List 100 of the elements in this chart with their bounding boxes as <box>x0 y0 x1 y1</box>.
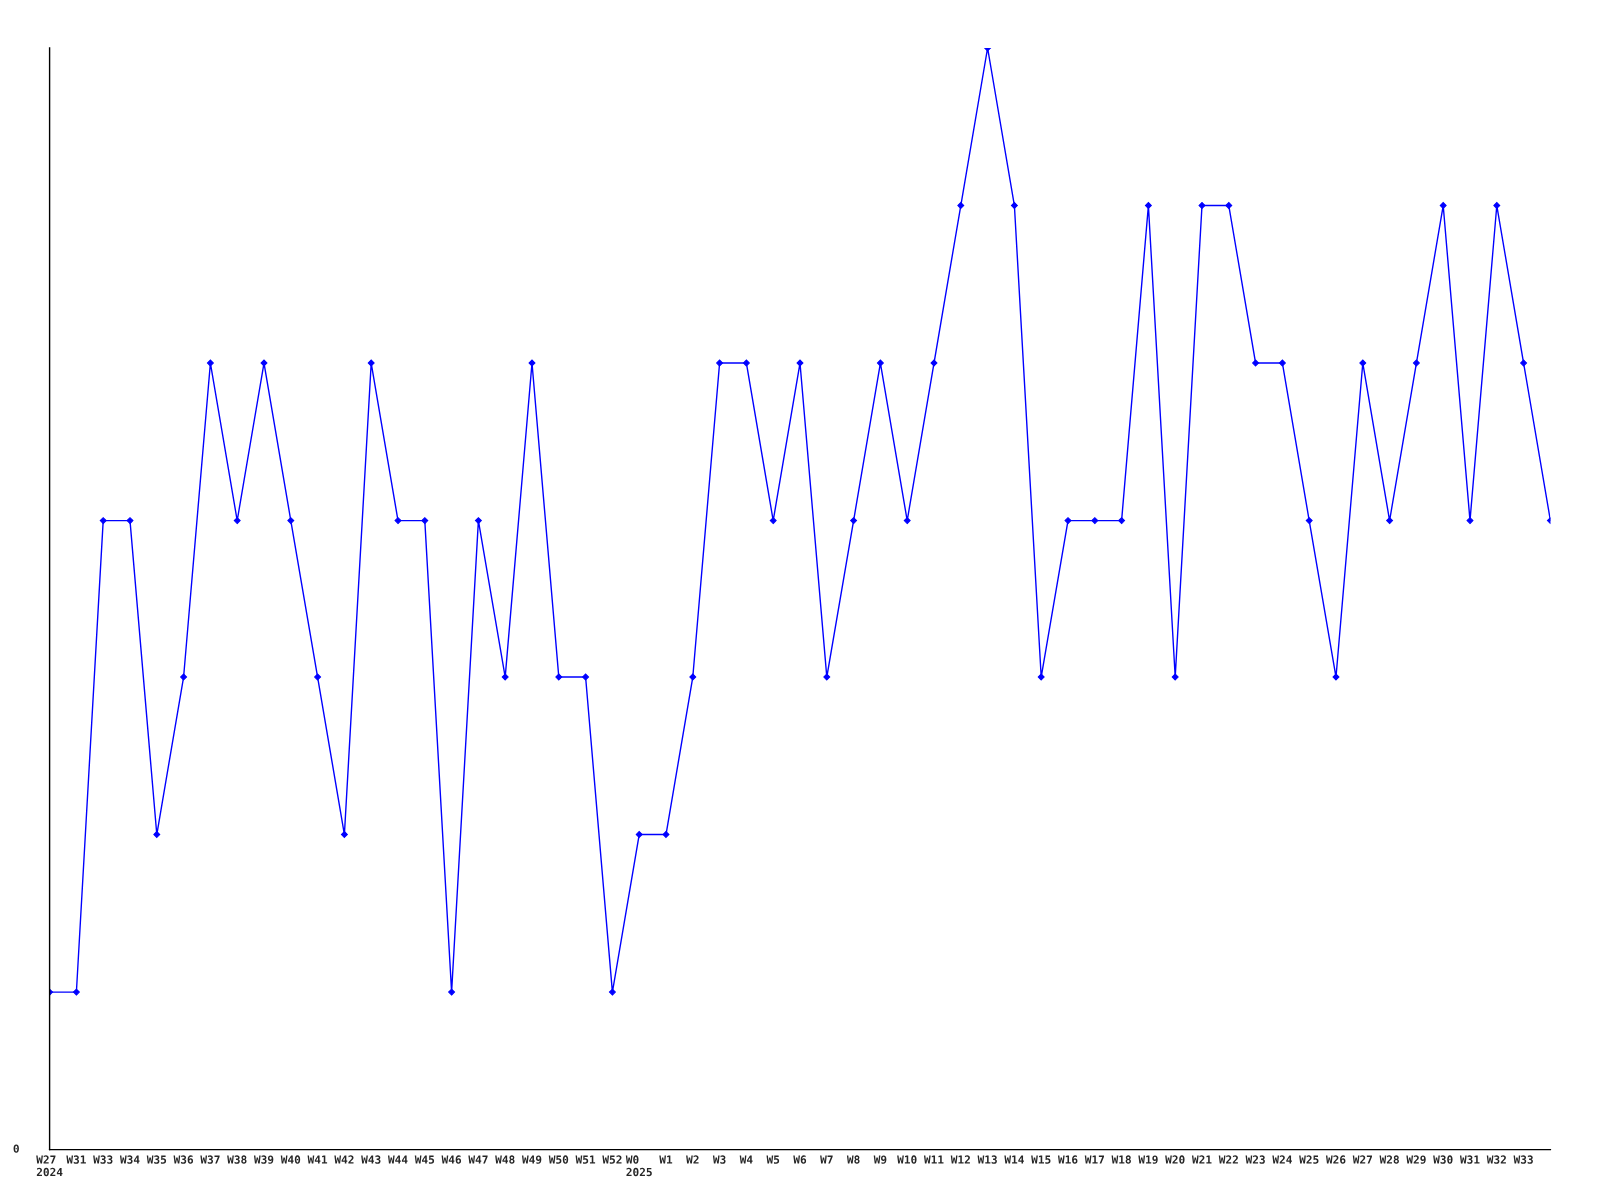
point <box>72 988 80 996</box>
x-tick-label: W0 2025 <box>625 1155 652 1177</box>
point <box>421 517 429 525</box>
point <box>1466 517 1474 525</box>
x-tick-label: W18 <box>1111 1155 1131 1164</box>
x-tick-label: W26 <box>1325 1155 1346 1164</box>
point <box>1198 202 1206 209</box>
x-tick-label: W40 <box>280 1155 301 1164</box>
point <box>367 359 375 367</box>
x-tick-label: W50 <box>548 1155 569 1164</box>
point <box>1305 517 1313 525</box>
point <box>1386 517 1394 525</box>
point <box>689 673 697 681</box>
x-tick-label: W32 <box>1486 1155 1506 1164</box>
x-tick-label: W36 <box>173 1155 194 1164</box>
x-tick-label: W8 <box>846 1155 860 1164</box>
point <box>1252 359 1260 367</box>
point <box>153 831 161 839</box>
point <box>876 359 884 367</box>
point <box>1171 673 1179 681</box>
point <box>850 517 858 525</box>
x-tick-label: W46 <box>441 1155 462 1164</box>
x-tick-label: W21 <box>1191 1155 1212 1164</box>
x-tick-label: W2 <box>686 1155 699 1164</box>
point <box>716 359 724 367</box>
x-tick-label: W16 <box>1057 1155 1078 1164</box>
point <box>1493 202 1501 209</box>
x-tick-label: W27 <box>1352 1155 1372 1164</box>
x-tick-label: W49 <box>521 1155 542 1164</box>
point <box>233 517 241 525</box>
x-tick-label: W30 <box>1433 1155 1453 1164</box>
point <box>99 517 107 525</box>
x-tick-label: W51 <box>575 1155 596 1164</box>
point <box>260 359 268 367</box>
text: 0 <box>13 1144 19 1153</box>
point <box>501 673 509 681</box>
x-tick-label: W1 <box>659 1155 673 1164</box>
x-tick-label: W15 <box>1031 1155 1051 1164</box>
x-tick-label: W14 <box>1004 1155 1024 1164</box>
x-tick-label: W45 <box>414 1155 435 1164</box>
point <box>1225 202 1233 209</box>
x-tick-label: W4 <box>739 1155 753 1164</box>
x-tick-label: W5 <box>766 1155 780 1164</box>
point <box>528 359 536 367</box>
x-tick-label: W37 <box>200 1155 220 1164</box>
x-tick-label: W24 <box>1272 1155 1292 1164</box>
x-tick-label: W7 <box>820 1155 833 1164</box>
x-tick-label: W29 <box>1406 1155 1426 1164</box>
point <box>903 517 911 525</box>
point <box>1091 517 1099 525</box>
point <box>1520 359 1528 367</box>
point <box>930 359 938 367</box>
x-tick-label: W48 <box>495 1155 515 1164</box>
x-tick-label: W27 2024 <box>36 1155 63 1177</box>
point <box>1144 202 1152 209</box>
x-tick-label: W52 <box>602 1155 622 1164</box>
point <box>448 988 456 996</box>
point <box>957 202 965 209</box>
point <box>635 831 643 839</box>
x-tick-label: W31 <box>1459 1155 1480 1164</box>
point <box>394 517 402 525</box>
x-tick-label: W47 <box>468 1155 488 1164</box>
x-tick-label: W3 <box>712 1155 726 1164</box>
point <box>340 831 348 839</box>
x-tick-label: W39 <box>253 1155 274 1164</box>
point <box>474 517 482 525</box>
point <box>1118 517 1126 525</box>
point <box>206 359 214 367</box>
point <box>555 673 563 681</box>
point <box>1439 202 1447 209</box>
point <box>1010 202 1018 209</box>
point <box>608 988 616 996</box>
x-tick-label: W11 <box>923 1155 944 1164</box>
point <box>287 517 295 525</box>
point <box>314 673 322 681</box>
x-tick-label: W41 <box>307 1155 328 1164</box>
x-tick-label: W33 <box>93 1155 113 1164</box>
point <box>1332 673 1340 681</box>
x-tick-label: W12 <box>950 1155 970 1164</box>
point <box>662 831 670 839</box>
x-tick-label: W33 <box>1513 1155 1533 1164</box>
point <box>742 359 750 367</box>
point <box>126 517 134 525</box>
point <box>769 517 777 525</box>
x-tick-label: W25 <box>1299 1155 1319 1164</box>
point <box>823 673 831 681</box>
x-tick-label: W31 <box>66 1155 86 1164</box>
point <box>1064 517 1072 525</box>
x-tick-label: W28 <box>1379 1155 1399 1164</box>
point <box>796 359 804 367</box>
x-tick-label: W10 <box>897 1155 917 1164</box>
x-tick-label: W19 <box>1138 1155 1158 1164</box>
x-tick-label: W20 <box>1165 1155 1185 1164</box>
x-tick-label: W43 <box>361 1155 381 1164</box>
x-tick-label: W34 <box>119 1155 140 1164</box>
point <box>582 673 590 681</box>
x-tick-label: W22 <box>1218 1155 1238 1164</box>
point <box>1359 359 1367 367</box>
point <box>180 673 188 681</box>
x-tick-label: W23 <box>1245 1155 1265 1164</box>
